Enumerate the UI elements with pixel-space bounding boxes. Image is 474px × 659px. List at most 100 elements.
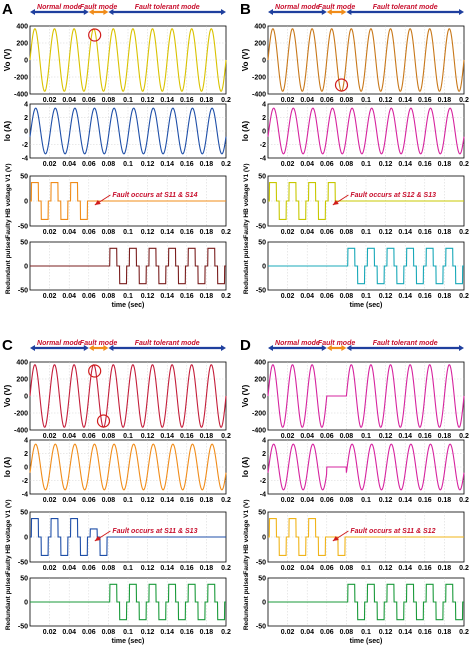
fault-mode-arrow-head-right <box>341 345 347 351</box>
x-tick-label: 0.18 <box>200 565 214 572</box>
x-tick-label: 0.06 <box>82 565 96 572</box>
x-tick-label: 0.14 <box>160 97 174 104</box>
x-tick-label: 0.1 <box>123 161 133 168</box>
y-axis-label: Vo (V) <box>241 384 250 407</box>
tolerant-mode-label: Fault tolerant mode <box>135 4 200 11</box>
x-tick-label: 0.08 <box>102 565 116 572</box>
y-tick-label: -50 <box>256 560 266 567</box>
x-tick-label: 0.08 <box>102 497 116 504</box>
x-tick-label: 0.14 <box>160 497 174 504</box>
x-tick-label: 0.1 <box>361 293 371 300</box>
fault-mode-label: Fault mode <box>318 340 355 347</box>
chart-io: 4 2 0 -2 -4 0.02 0.04 0.06 0.08 0.1 0.12 0.14 0.16 0.… <box>241 438 469 505</box>
x-tick-label: 0.12 <box>141 293 155 300</box>
y-tick-label: -2 <box>260 478 266 485</box>
y-tick-label: 50 <box>258 576 266 583</box>
x-tick-label: 0.06 <box>320 629 334 636</box>
tolerant-mode-arrow-head-right <box>221 345 226 351</box>
series-line-io <box>267 107 465 155</box>
normal-mode-arrow-head-right <box>83 345 89 351</box>
x-tick-label: 0.1 <box>361 497 371 504</box>
x-tick-label: 0.16 <box>418 433 432 440</box>
chart-faulty: 50 0 -50 0.02 0.04 0.06 0.08 0.1 0.12 0.14 0.16 0.1… <box>5 163 231 238</box>
x-tick-label: 0.1 <box>123 433 133 440</box>
normal-mode-label: Normal mode <box>37 340 82 347</box>
x-tick-label: 0.12 <box>379 293 393 300</box>
panel-letter: D <box>240 337 251 354</box>
fault-note-arrowhead <box>332 200 339 205</box>
x-tick-label: 0.2 <box>459 433 469 440</box>
normal-mode-arrow-head-right <box>321 9 327 15</box>
y-tick-label: -200 <box>14 411 28 418</box>
x-tick-label: 0.1 <box>123 629 133 636</box>
x-tick-label: 0.2 <box>459 565 469 572</box>
y-tick-label: -200 <box>252 75 266 82</box>
fault-marker-circle <box>96 414 111 428</box>
y-tick-label: 200 <box>16 377 28 384</box>
series-line-faulty <box>268 182 464 220</box>
x-tick-label: 0.04 <box>62 229 76 236</box>
x-axis-label: time (sec) <box>350 302 383 309</box>
x-tick-label: 0.14 <box>398 433 412 440</box>
x-tick-label: 0.2 <box>221 97 231 104</box>
x-tick-label: 0.02 <box>281 229 295 236</box>
x-tick-label: 0.18 <box>200 161 214 168</box>
x-tick-label: 0.08 <box>102 97 116 104</box>
x-tick-label: 0.04 <box>300 229 314 236</box>
chart-io: 4 2 0 -2 -4 0.02 0.04 0.06 0.08 0.1 0.12 0.14 0.16 0.… <box>3 438 231 505</box>
y-tick-label: 400 <box>16 360 28 367</box>
y-tick-label: -50 <box>18 224 28 231</box>
normal-mode-arrow-head-left <box>268 345 273 351</box>
x-tick-label: 0.16 <box>180 497 194 504</box>
y-tick-label: 2 <box>262 451 266 458</box>
x-tick-label: 0.2 <box>459 293 469 300</box>
x-tick-label: 0.06 <box>82 229 96 236</box>
x-tick-label: 0.04 <box>300 293 314 300</box>
x-tick-label: 0.14 <box>398 629 412 636</box>
y-tick-label: 4 <box>24 102 28 109</box>
x-axis-label: time (sec) <box>112 302 145 309</box>
y-axis-label: Redundant pulses <box>243 573 250 630</box>
x-tick-label: 0.18 <box>438 497 452 504</box>
y-axis-label: Redundant pulses <box>5 573 12 630</box>
x-axis-label: time (sec) <box>350 638 383 645</box>
y-tick-label: 0 <box>24 264 28 271</box>
series-line-vo <box>267 28 465 92</box>
x-tick-label: 0.06 <box>320 565 334 572</box>
x-tick-label: 0.08 <box>102 629 116 636</box>
x-tick-label: 0.16 <box>418 565 432 572</box>
y-tick-label: -4 <box>260 156 266 163</box>
x-tick-label: 0.2 <box>221 229 231 236</box>
x-tick-label: 0.02 <box>281 97 295 104</box>
x-tick-label: 0.02 <box>43 433 57 440</box>
chart-vo: 400 200 0 -200 -400 0.02 0.04 0.06 0.08 0.1 0.12 0.… <box>241 24 469 105</box>
series-line-redundant <box>268 247 464 285</box>
fault-marker-circle <box>88 28 102 42</box>
y-tick-label: 0 <box>262 600 266 607</box>
x-tick-label: 0.08 <box>102 433 116 440</box>
y-axis-label: Faulty HB voltage V1 (V) <box>243 499 250 574</box>
x-tick-label: 0.08 <box>340 565 354 572</box>
x-tick-label: 0.12 <box>379 565 393 572</box>
x-tick-label: 0.08 <box>340 293 354 300</box>
x-tick-label: 0.12 <box>379 161 393 168</box>
series-line-redundant <box>30 583 226 621</box>
fault-mode-arrow-head-right <box>103 345 109 351</box>
y-tick-label: -4 <box>22 492 28 499</box>
normal-mode-arrow-head-left <box>30 345 35 351</box>
x-tick-label: 0.12 <box>141 565 155 572</box>
fault-note-arrowhead <box>94 200 101 205</box>
y-tick-label: 0 <box>262 465 266 472</box>
x-tick-label: 0.08 <box>102 229 116 236</box>
x-tick-label: 0.2 <box>221 293 231 300</box>
y-tick-label: 4 <box>24 438 28 445</box>
y-axis-label: Io (A) <box>3 120 12 141</box>
x-tick-label: 0.16 <box>180 229 194 236</box>
tolerant-mode-arrow-head-left <box>108 9 114 15</box>
series-line-faulty <box>268 518 464 556</box>
x-tick-label: 0.18 <box>438 629 452 636</box>
x-tick-label: 0.2 <box>459 161 469 168</box>
x-tick-label: 0.02 <box>43 565 57 572</box>
